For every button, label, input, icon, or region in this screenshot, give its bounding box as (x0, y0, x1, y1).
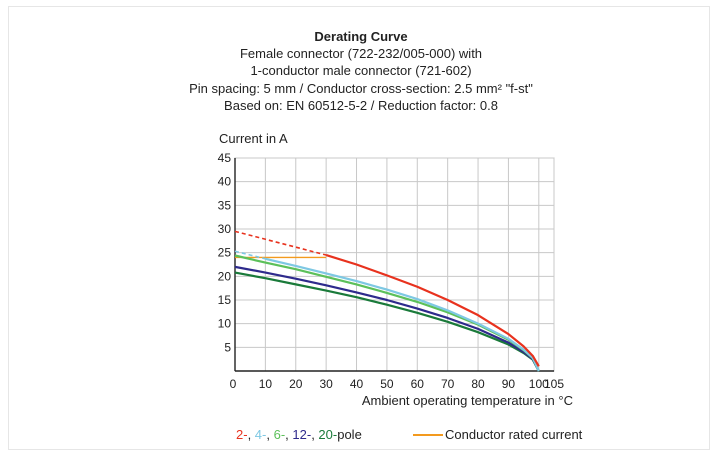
x-tick-label: 90 (502, 377, 516, 391)
chart-frame: Derating Curve Female connector (722-232… (8, 6, 710, 450)
legend-rated-label: Conductor rated current (445, 427, 583, 442)
x-tick-label: 70 (441, 377, 455, 391)
chart-subtitle-3: Pin spacing: 5 mm / Conductor cross-sect… (189, 81, 533, 96)
legend-pole-part: 2- (236, 427, 248, 442)
x-tick-label: 10 (259, 377, 273, 391)
y-tick-label: 10 (218, 317, 232, 331)
derating-chart: Derating Curve Female connector (722-232… (189, 29, 583, 442)
chart-title: Derating Curve (314, 29, 407, 44)
x-tick-label: 60 (411, 377, 425, 391)
legend-pole-part: , (311, 427, 318, 442)
x-tick-label: 40 (350, 377, 364, 391)
y-tick-label: 45 (218, 151, 232, 165)
legend-pole-part: pole (337, 427, 362, 442)
y-tick-label: 20 (218, 269, 232, 283)
legend-pole-part: , (248, 427, 255, 442)
x-tick-label: 20 (289, 377, 303, 391)
x-axis-label: Ambient operating temperature in °C (362, 393, 573, 408)
series-pole12 (234, 265, 540, 372)
series-lines (234, 230, 540, 372)
y-tick-label: 40 (218, 175, 232, 189)
legend-poles: 2-, 4-, 6-, 12-, 20-pole (236, 427, 362, 442)
y-tick-label: 35 (218, 198, 232, 212)
x-tick-label: 105 (544, 377, 564, 391)
legend-pole-part: 12- (292, 427, 311, 442)
legend-pole-part: 4- (255, 427, 267, 442)
y-tick-label: 25 (218, 246, 232, 260)
series-pole2 (325, 253, 540, 367)
legend-pole-part: , (266, 427, 273, 442)
chart-subtitle-4: Based on: EN 60512-5-2 / Reduction facto… (224, 98, 498, 113)
series-pole4 (265, 257, 540, 372)
series-pole2-dashed (234, 230, 327, 256)
x-tick-label: 50 (380, 377, 394, 391)
y-tick-label: 15 (218, 293, 232, 307)
legend-pole-part: 6- (274, 427, 286, 442)
y-tick-label: 5 (224, 340, 231, 354)
x-tick-label: 80 (471, 377, 485, 391)
legend-pole-part: , (285, 427, 292, 442)
x-tick-label: 30 (319, 377, 333, 391)
legend-pole-part: 20- (318, 427, 337, 442)
series-pole4-dashed (234, 250, 266, 260)
chart-subtitle-1: Female connector (722-232/005-000) with (240, 46, 482, 61)
chart-subtitle-2: 1-conductor male connector (721-602) (250, 63, 471, 78)
legend: 2-, 4-, 6-, 12-, 20-pole Conductor rated… (236, 427, 583, 442)
x-tick-label-origin: 0 (230, 377, 237, 391)
y-axis-label: Current in A (219, 131, 288, 146)
y-tick-label: 30 (218, 222, 232, 236)
x-tick-label: 100 (529, 377, 549, 391)
